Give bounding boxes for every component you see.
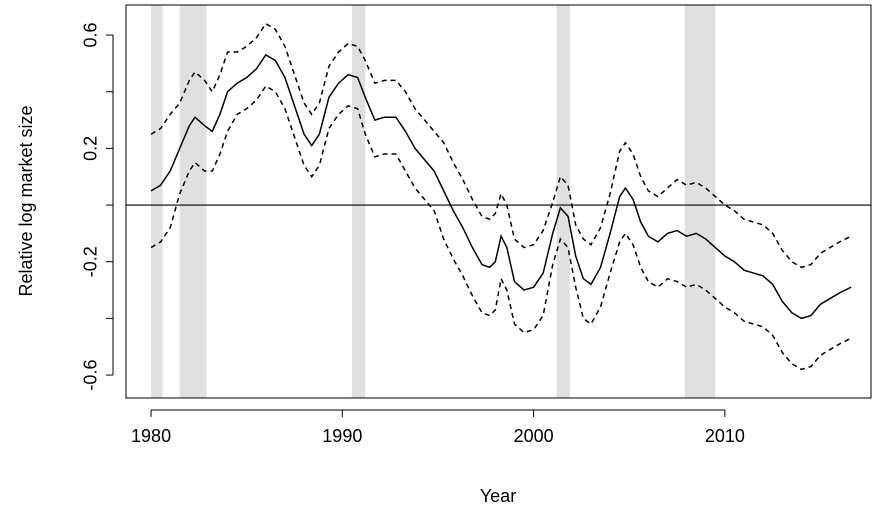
y-tick-label: -0.6 [81,360,101,391]
y-tick-label: 0.6 [81,23,101,48]
confidence-line [150,22,852,269]
y-tick-label: -0.2 [81,246,101,277]
x-tick-label: 1990 [322,426,362,446]
shaded-region [179,5,207,398]
plot-box [125,4,872,399]
shaded-region [556,5,570,398]
y-axis-title: Relative log market size [16,105,36,296]
confidence-line [150,85,852,371]
x-tick-label: 1980 [131,426,171,446]
x-axis-title: Year [480,486,516,506]
plot-area [126,5,871,398]
shaded-region [151,5,163,398]
x-tick-label: 2000 [514,426,554,446]
estimate-line [150,53,852,320]
x-tick-label: 2010 [705,426,745,446]
shaded-region [351,5,366,398]
shaded-region [684,5,716,398]
y-tick-label: 0.2 [81,136,101,161]
